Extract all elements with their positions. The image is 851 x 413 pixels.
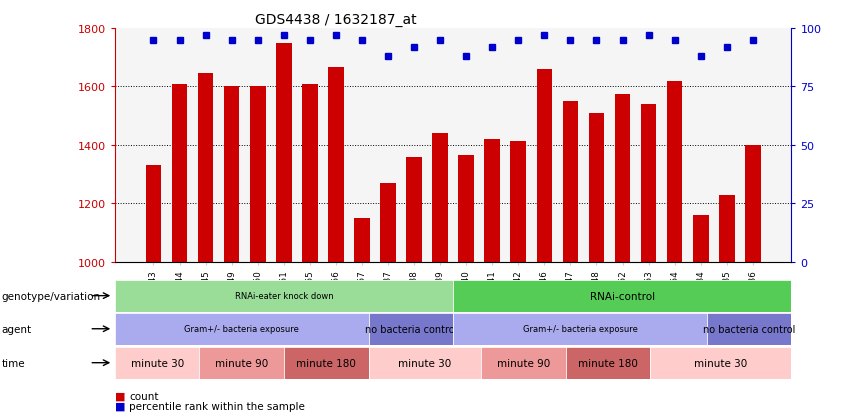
Bar [224, 87, 239, 262]
Text: GDS4438 / 1632187_at: GDS4438 / 1632187_at [255, 13, 417, 27]
Bar [276, 43, 292, 262]
Bar [172, 84, 187, 262]
Bar [667, 81, 683, 262]
Text: RNAi-control: RNAi-control [590, 291, 655, 301]
Bar [511, 141, 526, 262]
Text: minute 90: minute 90 [215, 358, 268, 368]
Text: ■: ■ [115, 401, 125, 411]
Bar [406, 157, 422, 262]
Bar [328, 68, 344, 262]
Bar [197, 74, 214, 262]
Bar [432, 134, 448, 262]
Text: time: time [2, 358, 26, 368]
Text: minute 30: minute 30 [694, 358, 747, 368]
Text: count: count [129, 391, 159, 401]
Text: minute 180: minute 180 [296, 358, 357, 368]
Bar [589, 114, 604, 262]
Bar [693, 216, 709, 262]
Bar [380, 183, 396, 262]
Text: minute 180: minute 180 [579, 358, 638, 368]
Bar [354, 218, 370, 262]
Text: genotype/variation: genotype/variation [2, 291, 100, 301]
Text: minute 30: minute 30 [130, 358, 184, 368]
Bar [302, 84, 317, 262]
Text: no bacteria control: no bacteria control [365, 324, 457, 334]
Text: Gram+/- bacteria exposure: Gram+/- bacteria exposure [185, 325, 300, 333]
Text: Gram+/- bacteria exposure: Gram+/- bacteria exposure [523, 325, 637, 333]
Text: minute 90: minute 90 [497, 358, 551, 368]
Text: RNAi-eater knock down: RNAi-eater knock down [235, 292, 334, 300]
Bar [250, 87, 266, 262]
Text: no bacteria control: no bacteria control [703, 324, 796, 334]
Bar [563, 102, 578, 262]
Bar [146, 166, 162, 262]
Bar [614, 95, 631, 262]
Bar [484, 140, 500, 262]
Text: percentile rank within the sample: percentile rank within the sample [129, 401, 306, 411]
Text: minute 30: minute 30 [398, 358, 452, 368]
Text: ■: ■ [115, 391, 125, 401]
Bar [719, 195, 734, 262]
Bar [641, 105, 656, 262]
Bar [745, 146, 761, 262]
Bar [459, 156, 474, 262]
Bar [536, 70, 552, 262]
Text: agent: agent [2, 324, 31, 334]
